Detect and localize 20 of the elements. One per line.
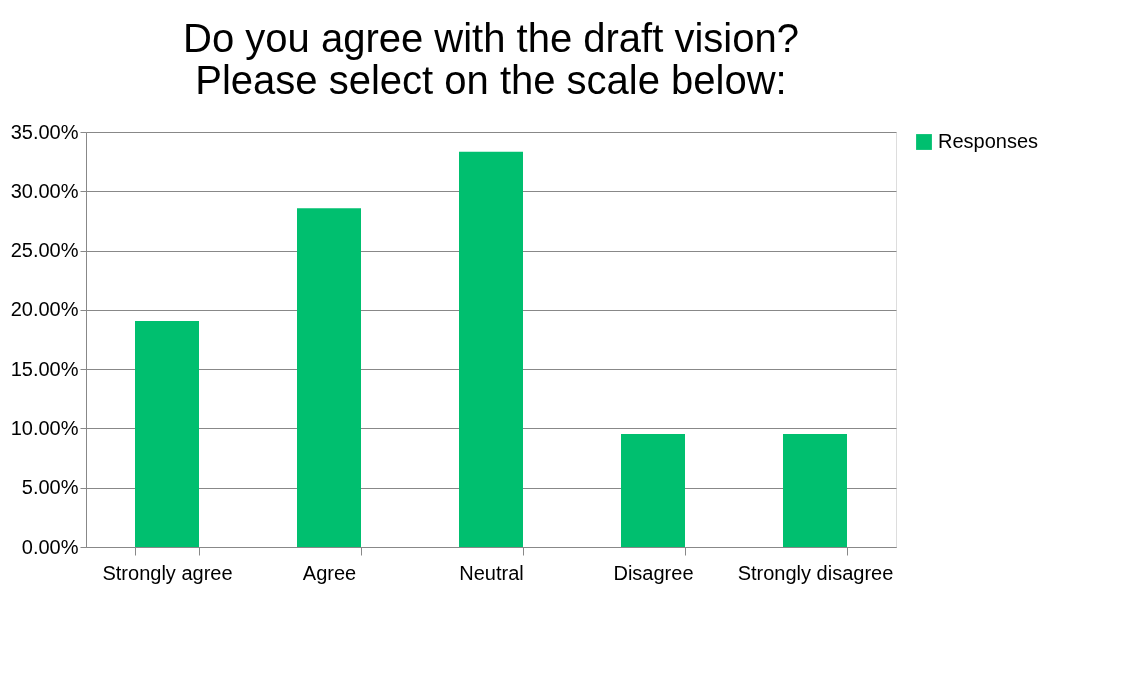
y-tick-label: 5.00% (21, 476, 79, 499)
x-tick-label: Disagree (613, 561, 694, 584)
y-tick-label: 15.00% (10, 357, 79, 380)
bar (783, 434, 847, 547)
x-tick-label: Neutral (459, 561, 524, 584)
y-tick-label: 10.00% (10, 416, 79, 439)
y-tick-label: 30.00% (10, 179, 79, 202)
x-tick-label: Agree (302, 561, 357, 584)
legend-label: Responses (938, 130, 1039, 152)
x-tick-label: Strongly agree (102, 561, 233, 584)
chart-title: Do you agree with the draft vision? Please select on the scale below: (183, 16, 799, 102)
y-tick-label: 25.00% (10, 239, 79, 262)
y-tick-label: 20.00% (10, 298, 79, 321)
x-tick-label: Strongly disagree (737, 561, 894, 584)
bar (297, 208, 361, 547)
bar (621, 434, 685, 547)
bar (135, 321, 199, 547)
bar (459, 151, 523, 547)
y-tick-label: 0.00% (21, 535, 79, 558)
y-tick-label: 35.00% (10, 120, 79, 143)
